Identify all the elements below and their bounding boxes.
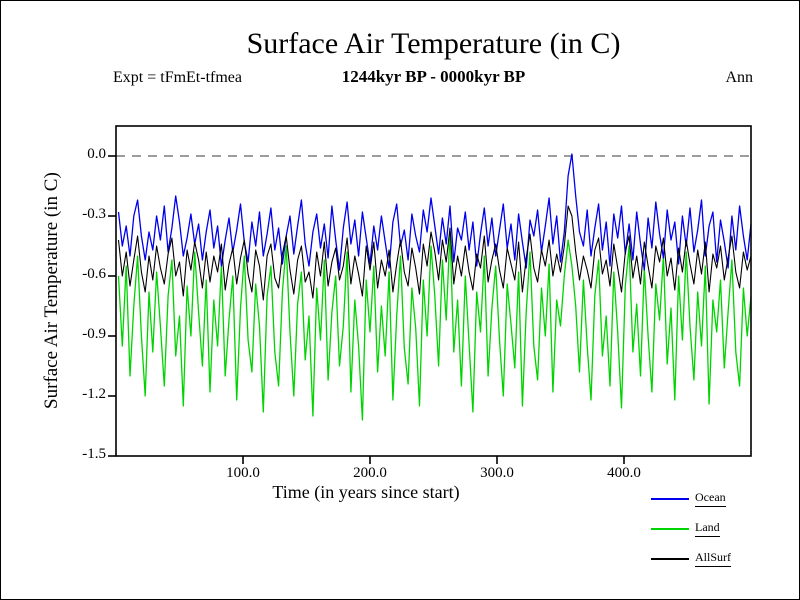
x-tick-label: 100.0 [226,465,260,481]
chart-subtitle: 1244kyr BP - 0000kyr BP [341,67,526,86]
season-label: Ann [725,69,753,86]
allsurf-legend-line [651,558,689,560]
y-tick-label: 0.0 [87,146,106,162]
legend: Ocean Land AllSurf [651,484,771,574]
allsurf-legend-label: AllSurf [695,551,731,567]
y-tick-label: -0.3 [82,206,106,222]
legend-item-land: Land [651,514,771,544]
ocean-legend-label: Ocean [695,491,726,507]
y-tick-label: -0.6 [82,266,106,282]
allsurf-series-line [117,205,752,301]
x-axis-label: Time (in years since start) [272,482,460,502]
x-tick-label: 400.0 [607,465,641,481]
y-tick-label: -0.9 [82,326,106,342]
x-tick-label: 200.0 [353,465,387,481]
y-tick-label: -1.2 [82,386,106,402]
experiment-label: Expt = tFmEt-tfmea [113,69,242,86]
land-legend-label: Land [695,521,720,537]
land-series-line [117,231,752,421]
legend-item-ocean: Ocean [651,484,771,514]
chart-title: Surface Air Temperature (in C) [246,27,621,60]
y-tick-label: -1.5 [82,446,106,462]
plot-frame [115,125,752,457]
ocean-legend-line [651,498,689,500]
legend-item-allsurf: AllSurf [651,544,771,574]
x-tick-label: 300.0 [480,465,514,481]
land-legend-line [651,528,689,530]
